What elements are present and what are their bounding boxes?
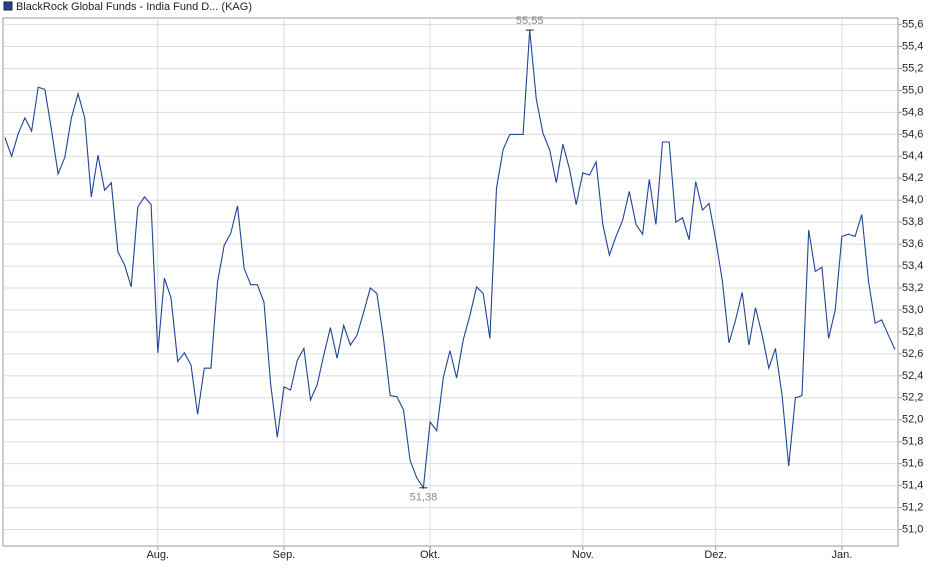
y-tick-label: 54,0 [902, 194, 923, 206]
x-tick-label: Jan. [831, 549, 852, 561]
y-tick-label: 53,4 [902, 260, 923, 272]
y-tick-label: 51,4 [902, 480, 923, 492]
y-tick-label: 52,8 [902, 326, 923, 338]
y-tick-label: 54,6 [902, 128, 923, 140]
y-tick-label: 53,6 [902, 238, 923, 250]
y-tick-label: 52,6 [902, 348, 923, 360]
x-tick-label: Aug. [146, 549, 169, 561]
y-tick-label: 54,4 [902, 150, 923, 162]
y-tick-label: 51,2 [902, 501, 923, 513]
y-tick-label: 53,8 [902, 216, 923, 228]
y-tick-label: 55,4 [902, 40, 923, 52]
value-label: 55,55 [516, 15, 544, 27]
x-tick-label: Okt. [420, 549, 440, 561]
y-tick-label: 52,2 [902, 392, 923, 404]
y-tick-label: 55,6 [902, 18, 923, 30]
y-tick-label: 55,0 [902, 84, 923, 96]
y-tick-label: 51,8 [902, 436, 923, 448]
legend-swatch [3, 1, 13, 11]
x-tick-label: Dez. [704, 549, 727, 561]
y-tick-label: 52,4 [902, 370, 923, 382]
y-tick-label: 52,0 [902, 414, 923, 426]
legend-label: BlackRock Global Funds - India Fund D...… [16, 1, 252, 13]
x-tick-label: Sep. [273, 549, 296, 561]
y-tick-label: 51,6 [902, 458, 923, 470]
y-tick-label: 53,2 [902, 282, 923, 294]
y-tick-label: 55,2 [902, 62, 923, 74]
y-tick-label: 51,0 [902, 523, 923, 535]
y-tick-label: 54,2 [902, 172, 923, 184]
price-line [4, 30, 896, 490]
plot-frame [2, 17, 899, 547]
y-tick-label: 54,8 [902, 106, 923, 118]
value-label: 51,38 [410, 492, 438, 504]
y-tick-label: 53,0 [902, 304, 923, 316]
x-tick-label: Nov. [572, 549, 594, 561]
